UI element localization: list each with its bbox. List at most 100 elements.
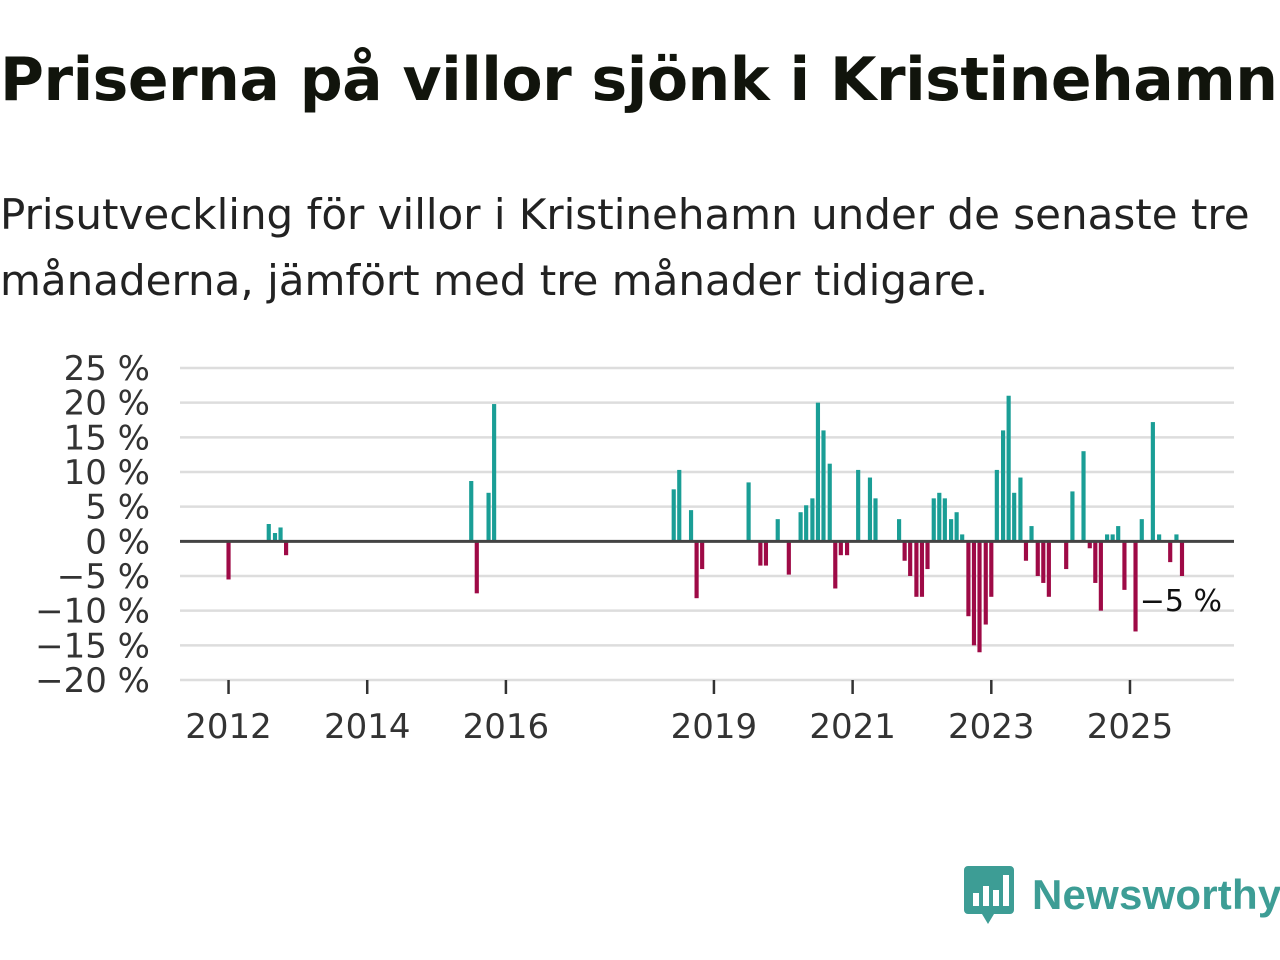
bar [914, 541, 919, 597]
bar [1122, 541, 1127, 590]
bar [763, 541, 769, 566]
y-tick-label: 10 % [64, 453, 150, 493]
bar [688, 510, 694, 542]
bar [867, 477, 873, 542]
x-tick-label: 2023 [948, 707, 1035, 747]
bar [983, 541, 988, 625]
bar [919, 541, 925, 597]
bar [1133, 541, 1138, 632]
bar [746, 482, 751, 542]
bar [1098, 541, 1103, 611]
bar [902, 541, 907, 561]
x-tick-label: 2016 [463, 707, 550, 747]
bar [758, 541, 763, 566]
bar [492, 404, 497, 542]
bar [272, 533, 278, 542]
y-tick-label: 25 % [64, 349, 150, 389]
bar [1064, 541, 1069, 570]
bar [786, 541, 791, 575]
bar [844, 541, 850, 556]
y-tick-label: −5 % [57, 557, 150, 597]
bar [1023, 541, 1029, 561]
bar [925, 541, 930, 570]
bar [908, 541, 913, 576]
bar [1093, 541, 1098, 583]
bar [1168, 541, 1173, 563]
bar [949, 519, 954, 542]
x-tick-label: 2025 [1087, 707, 1174, 747]
gridlines [180, 366, 1234, 682]
bar [1035, 541, 1040, 576]
bar [873, 498, 878, 542]
bar [1006, 395, 1011, 542]
y-tick-label: 15 % [64, 418, 150, 458]
bar [966, 541, 971, 617]
bar [1081, 451, 1086, 542]
y-tick-label: 20 % [64, 384, 150, 424]
bar [989, 541, 994, 597]
bar [960, 534, 965, 542]
bar [810, 498, 815, 542]
y-tick-label: −15 % [35, 626, 150, 666]
bar [1001, 430, 1006, 542]
bar [1018, 477, 1023, 542]
newsworthy-logo-icon [964, 866, 1014, 924]
bar [1087, 541, 1092, 549]
bar [1110, 534, 1115, 542]
bar [1174, 534, 1179, 542]
bar [1070, 491, 1075, 542]
y-axis-ticks: 25 %20 %15 %10 %5 %0 %−5 %−10 %−15 %−20 … [35, 349, 150, 701]
bar [1150, 422, 1155, 542]
bar [994, 469, 999, 542]
bar [827, 463, 832, 542]
y-tick-label: 5 % [85, 488, 150, 528]
bar [1012, 492, 1017, 542]
bar [226, 541, 231, 580]
newsworthy-logo: Newsworthy [964, 866, 1280, 924]
bar [798, 512, 803, 542]
y-tick-label: −10 % [35, 592, 150, 632]
x-tick-label: 2019 [671, 707, 758, 747]
bar [266, 524, 271, 542]
y-tick-label: 0 % [85, 522, 150, 562]
x-tick-label: 2012 [185, 707, 272, 747]
chart-title: Priserna på villor sjönk i Kristinehamn [0, 45, 1278, 115]
bar-chart: 25 %20 %15 %10 %5 %0 %−5 %−10 %−15 %−20 … [35, 349, 1234, 747]
bar [1179, 541, 1185, 576]
bar [775, 519, 780, 542]
annotations: −5 % [1140, 584, 1222, 619]
bar [856, 469, 861, 542]
bar [821, 430, 826, 542]
bar [1116, 526, 1121, 542]
chart-subtitle: Prisutveckling för villor i Kristinehamn… [0, 190, 1250, 305]
bar [1157, 534, 1162, 542]
x-tick-label: 2014 [324, 707, 411, 747]
bar [278, 527, 283, 542]
bar [954, 512, 959, 542]
x-axis-ticks: 2012 2014 2016 2019 2021 2023 2025 [185, 680, 1173, 747]
newsworthy-logo-text: Newsworthy [1032, 871, 1280, 918]
bar [804, 505, 809, 542]
bar [1105, 534, 1110, 542]
bar [1139, 519, 1144, 542]
bar [1041, 541, 1046, 583]
bar [677, 469, 682, 542]
bar [469, 481, 474, 542]
bar [815, 402, 821, 542]
bar [486, 492, 491, 542]
bar [474, 541, 479, 594]
bar [833, 541, 838, 589]
bars [226, 395, 1185, 653]
bar [977, 541, 982, 653]
bar [671, 489, 676, 542]
last-value-label: −5 % [1140, 584, 1222, 619]
bar [694, 541, 699, 599]
bar [896, 519, 902, 542]
bar [971, 541, 977, 646]
x-tick-label: 2021 [809, 707, 896, 747]
bar [1029, 526, 1034, 542]
bar [284, 541, 289, 556]
y-tick-label: −20 % [35, 661, 150, 701]
bar [700, 541, 705, 570]
bar [931, 498, 936, 542]
